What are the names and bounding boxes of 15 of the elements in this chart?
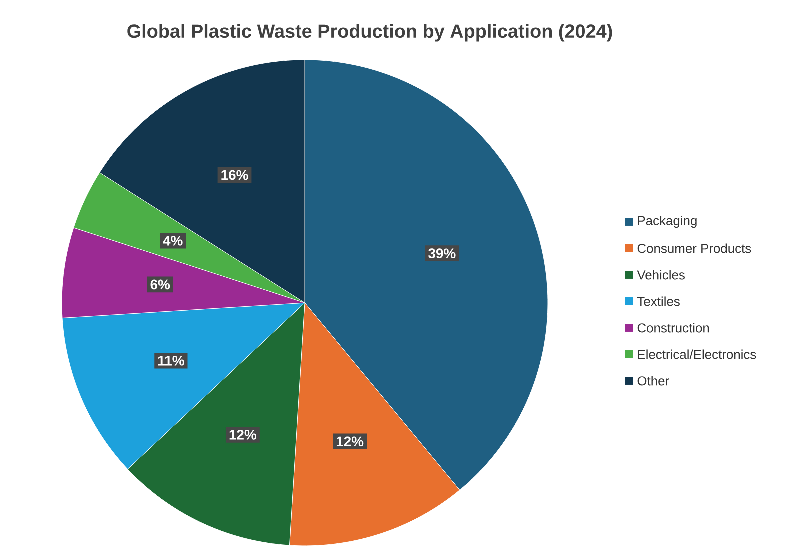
data-label: 16% xyxy=(222,170,248,180)
data-label: 12% xyxy=(336,436,364,447)
legend-label: Consumer Products xyxy=(638,244,752,254)
legend-label: Other xyxy=(638,376,670,386)
data-label: 6% xyxy=(150,280,170,290)
legend-label: Packaging xyxy=(638,216,697,228)
legend-label: Construction xyxy=(638,323,710,333)
legend-label: Vehicles xyxy=(637,270,685,280)
chart-title: Global Plastic Waste Production by Application (2024) xyxy=(128,24,612,42)
data-label: 12% xyxy=(230,430,257,440)
data-label: 11% xyxy=(158,356,184,366)
data-label: 4% xyxy=(163,236,183,246)
data-label: 39% xyxy=(428,248,456,259)
legend-label: Textiles xyxy=(638,296,680,306)
legend-label: Electrical/Electronics xyxy=(638,350,756,360)
